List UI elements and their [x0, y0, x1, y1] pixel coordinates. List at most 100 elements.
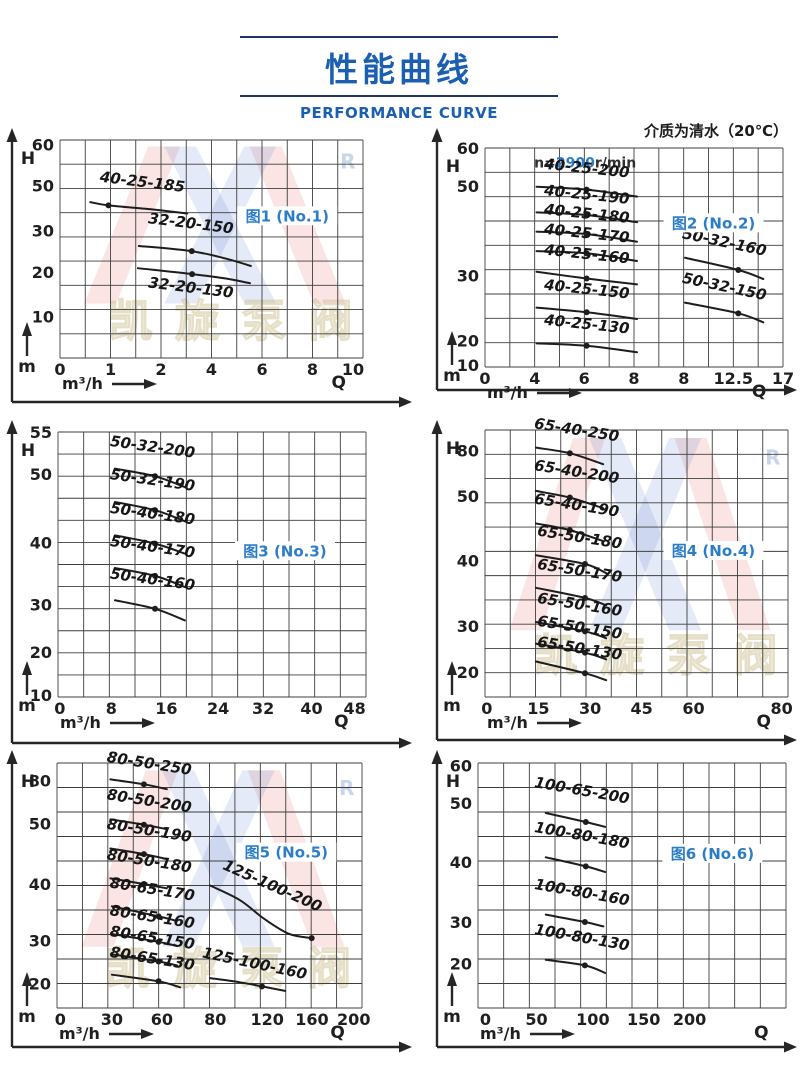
y-tick-label: 30 — [29, 931, 51, 950]
rated-point-50-40-180 — [152, 540, 159, 547]
x-tick-label: 200 — [337, 1010, 370, 1029]
curve-label-50-40-160: 50-40-160 — [109, 565, 196, 595]
curve-label-50-40-170: 50-40-170 — [109, 532, 196, 562]
y-unit-label: m — [18, 1007, 36, 1027]
up-arrow-icon — [22, 972, 32, 986]
y-tick-label: 30 — [457, 617, 479, 636]
chart-2: m H60 50 30 20 100 4 6 8 8 12.5 17 m³/h Qn=2900r/min 4… — [431, 128, 797, 402]
x-axis-arrow — [399, 1041, 412, 1053]
speed-note: n=2900r/min — [534, 156, 636, 172]
y-tick-label: 60 — [32, 136, 54, 155]
rated-point-125-100-160 — [258, 983, 265, 990]
y-tick-label: 20 — [457, 663, 479, 682]
y-tick-label: 20 — [29, 975, 51, 994]
curve-50-32-150 — [683, 301, 765, 324]
rated-point-40-25-170 — [583, 250, 590, 257]
y-tick-label: 30 — [30, 595, 52, 614]
watermark-logo — [674, 438, 771, 631]
axes — [6, 750, 412, 1053]
y-axis-label: H — [446, 772, 460, 792]
watermark-company: 凯旋泵阀 — [534, 630, 778, 681]
caption-backdrop — [237, 206, 338, 226]
watermark: R凯旋泵阀 — [81, 770, 354, 995]
rated-point-65-40-190 — [566, 527, 573, 534]
x-tick-label: 80 — [204, 1010, 226, 1029]
axes — [6, 128, 412, 408]
rated-point-65-50-180 — [581, 561, 588, 568]
curve-label-40-25-130: 40-25-130 — [542, 311, 630, 338]
rated-point-50-40-170 — [152, 572, 159, 579]
y-tick-label: 20 — [457, 332, 479, 351]
x-axis-arrow — [784, 384, 797, 396]
watermark-logo — [161, 770, 275, 947]
flow-unit-label: m³/h — [60, 713, 101, 732]
axes — [6, 420, 412, 749]
grid — [477, 762, 787, 1009]
x-tick-label: 40 — [300, 699, 322, 718]
x-tick-label: 120 — [250, 1010, 283, 1029]
rated-point-40-25-200 — [583, 186, 590, 193]
y-tick-label: 30 — [32, 222, 54, 241]
x-tick-label: 0 — [55, 1010, 66, 1029]
x-tick-label: 80 — [771, 699, 793, 718]
rated-point-40-25-190 — [583, 212, 590, 219]
y-axis-arrow — [6, 128, 18, 142]
x-tick-label: 160 — [295, 1010, 328, 1029]
curve-label-50-32-200: 50-32-200 — [109, 432, 196, 462]
y-tick-label: 40 — [30, 534, 52, 553]
y-axis-arrow — [431, 750, 443, 764]
y-tick-label: 50 — [457, 177, 479, 196]
watermark-logo — [164, 146, 277, 304]
figure-caption: 图3 (No.3) — [243, 542, 326, 560]
chart-5: R凯旋泵阀mH80504030200 30 60 80 120 160 200m³/h Q80… — [6, 748, 412, 1053]
y-tick-label: 50 — [457, 487, 479, 506]
curve-50-40-160 — [113, 599, 186, 622]
x-axis-arrow — [399, 396, 412, 408]
y-tick-label: 30 — [457, 267, 479, 286]
y-axis-arrow — [6, 750, 18, 764]
flow-arrow-icon — [569, 388, 582, 398]
rated-point-50-40-160 — [152, 605, 159, 612]
x-tick-label: 45 — [631, 699, 653, 718]
x-tick-label: 8 — [678, 369, 689, 388]
axes — [431, 128, 797, 398]
y-tick-label: 50 — [450, 794, 472, 813]
rated-point-80-50-250 — [140, 781, 147, 788]
x-axis-label: Q — [757, 712, 771, 732]
y-unit-label: m — [443, 696, 461, 716]
y-axis-arrow — [431, 420, 443, 434]
watermark-company: 凯旋泵阀 — [109, 296, 353, 347]
x-tick-label: 8 — [307, 360, 318, 379]
curve-125-100-200 — [209, 884, 313, 940]
figure-caption: 图6 (No.6) — [671, 845, 754, 863]
title-block: 性能曲线 PERFORMANCE CURVE — [240, 36, 558, 122]
y-tick-label: 40 — [450, 853, 472, 872]
rated-point-125-100-200 — [308, 935, 315, 942]
y-tick-label: 50 — [32, 177, 54, 196]
y-unit-label: m — [18, 696, 36, 716]
y-unit-label: m — [443, 1007, 461, 1027]
rated-point-50-32-200 — [152, 473, 159, 480]
y-axis-label: H — [21, 441, 35, 461]
up-arrow-icon — [447, 331, 457, 345]
chart-4: R凯旋泵阀mH80504030200 15 30 45 60 80m³/h Q65-40-2… — [431, 418, 797, 746]
watermark-logo — [509, 438, 606, 631]
watermark-logo — [589, 438, 702, 631]
x-tick-label: 0 — [479, 369, 490, 388]
x-tick-label: 32 — [252, 699, 274, 718]
flow-unit-label: m³/h — [487, 383, 528, 402]
rated-point-40-25-160 — [583, 275, 590, 282]
y-tick-label: 20 — [30, 643, 52, 662]
x-tick-label: 200 — [673, 1010, 706, 1029]
y-tick-label: 30 — [450, 913, 472, 932]
x-tick-label: 2 — [155, 360, 166, 379]
figure-caption: 图4 (No.4) — [672, 542, 755, 560]
y-tick-label: 50 — [29, 815, 51, 834]
x-tick-label: 12.5 — [713, 369, 752, 388]
x-tick-label: 17 — [772, 369, 794, 388]
flow-unit-label: m³/h — [59, 1024, 100, 1043]
rated-point-32-20-150 — [188, 248, 195, 255]
curve-label-50-32-150: 50-32-150 — [681, 269, 768, 304]
rated-point-40-25-130 — [583, 342, 590, 349]
watermark-registered: R — [765, 446, 780, 470]
